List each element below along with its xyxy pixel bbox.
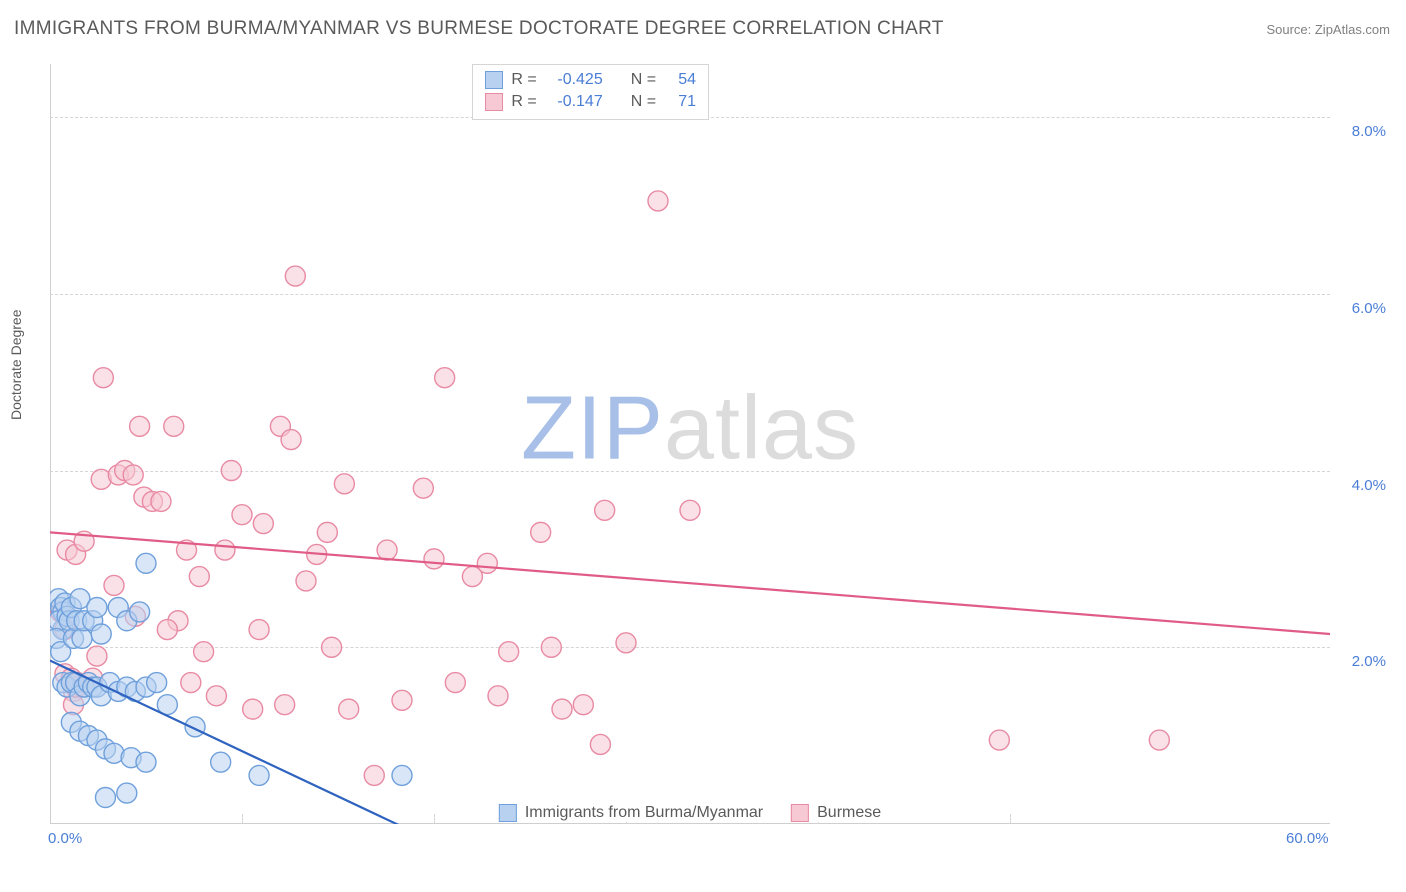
swatch-burmese <box>485 93 503 111</box>
data-point-immigrants <box>87 597 107 617</box>
chart-container: IMMIGRANTS FROM BURMA/MYANMAR VS BURMESE… <box>0 0 1406 892</box>
data-point-immigrants <box>130 602 150 622</box>
data-point-burmese <box>253 514 273 534</box>
data-point-burmese <box>87 646 107 666</box>
data-point-burmese <box>1149 730 1169 750</box>
data-point-immigrants <box>72 628 92 648</box>
data-point-immigrants <box>147 673 167 693</box>
data-point-immigrants <box>136 752 156 772</box>
data-point-burmese <box>531 522 551 542</box>
data-point-burmese <box>275 695 295 715</box>
data-point-burmese <box>552 699 572 719</box>
data-point-immigrants <box>136 553 156 573</box>
y-tick-label: 8.0% <box>1352 123 1386 140</box>
data-point-burmese <box>590 734 610 754</box>
data-point-burmese <box>680 500 700 520</box>
x-tick-label: 60.0% <box>1286 830 1329 847</box>
regression-line-burmese <box>50 532 1330 634</box>
data-point-burmese <box>322 637 342 657</box>
data-point-burmese <box>123 465 143 485</box>
legend-swatch-immigrants <box>499 804 517 822</box>
data-point-burmese <box>194 642 214 662</box>
data-point-burmese <box>989 730 1009 750</box>
data-point-immigrants <box>392 765 412 785</box>
data-point-burmese <box>285 266 305 286</box>
data-point-burmese <box>541 637 561 657</box>
data-point-immigrants <box>211 752 231 772</box>
source-name: ZipAtlas.com <box>1315 22 1390 37</box>
r-value-immigrants: -0.425 <box>547 71 603 89</box>
series-legend: Immigrants from Burma/Myanmar Burmese <box>491 804 889 822</box>
r-value-burmese: -0.147 <box>547 93 603 111</box>
correlation-legend: R = -0.425 N = 54 R = -0.147 N = 71 <box>472 64 709 120</box>
data-point-burmese <box>488 686 508 706</box>
n-label: N = <box>631 71 656 89</box>
data-point-burmese <box>249 620 269 640</box>
y-tick-label: 6.0% <box>1352 300 1386 317</box>
data-point-burmese <box>232 505 252 525</box>
data-point-burmese <box>334 474 354 494</box>
data-point-burmese <box>616 633 636 653</box>
source-attribution: Source: ZipAtlas.com <box>1266 22 1390 37</box>
data-point-burmese <box>573 695 593 715</box>
chart-title: IMMIGRANTS FROM BURMA/MYANMAR VS BURMESE… <box>14 18 944 40</box>
data-point-burmese <box>281 430 301 450</box>
data-point-burmese <box>435 368 455 388</box>
data-point-immigrants <box>117 783 137 803</box>
chart-svg <box>50 64 1330 824</box>
r-label: R = <box>511 71 536 89</box>
n-label: N = <box>631 93 656 111</box>
corr-row-immigrants: R = -0.425 N = 54 <box>485 69 696 91</box>
data-point-burmese <box>424 549 444 569</box>
source-prefix: Source: <box>1266 22 1314 37</box>
data-point-burmese <box>595 500 615 520</box>
legend-item-burmese: Burmese <box>791 804 881 822</box>
data-point-burmese <box>317 522 337 542</box>
data-point-burmese <box>243 699 263 719</box>
swatch-immigrants <box>485 71 503 89</box>
data-point-burmese <box>206 686 226 706</box>
data-point-burmese <box>104 575 124 595</box>
data-point-burmese <box>189 567 209 587</box>
data-point-burmese <box>296 571 316 591</box>
y-tick-label: 4.0% <box>1352 477 1386 494</box>
data-point-burmese <box>648 191 668 211</box>
legend-item-immigrants: Immigrants from Burma/Myanmar <box>499 804 763 822</box>
data-point-burmese <box>413 478 433 498</box>
data-point-immigrants <box>249 765 269 785</box>
data-point-burmese <box>339 699 359 719</box>
x-tick-label: 0.0% <box>48 830 82 847</box>
data-point-burmese <box>93 368 113 388</box>
corr-row-burmese: R = -0.147 N = 71 <box>485 91 696 113</box>
y-tick-label: 2.0% <box>1352 653 1386 670</box>
data-point-burmese <box>477 553 497 573</box>
legend-swatch-burmese <box>791 804 809 822</box>
data-point-immigrants <box>95 787 115 807</box>
data-point-burmese <box>157 620 177 640</box>
data-point-burmese <box>151 491 171 511</box>
data-point-burmese <box>445 673 465 693</box>
r-label: R = <box>511 93 536 111</box>
data-point-burmese <box>364 765 384 785</box>
n-value-immigrants: 54 <box>666 71 696 89</box>
data-point-burmese <box>392 690 412 710</box>
data-point-burmese <box>164 416 184 436</box>
n-value-burmese: 71 <box>666 93 696 111</box>
y-axis-label: Doctorate Degree <box>8 309 24 420</box>
data-point-burmese <box>499 642 519 662</box>
data-point-immigrants <box>91 624 111 644</box>
data-point-burmese <box>130 416 150 436</box>
legend-label-burmese: Burmese <box>817 804 881 822</box>
data-point-burmese <box>181 673 201 693</box>
data-point-burmese <box>221 461 241 481</box>
data-point-burmese <box>377 540 397 560</box>
plot-area: ZIPatlas R =-0.425N =54R =-0.147N =71 Im… <box>50 64 1330 824</box>
legend-label-immigrants: Immigrants from Burma/Myanmar <box>525 804 763 822</box>
data-point-burmese <box>215 540 235 560</box>
